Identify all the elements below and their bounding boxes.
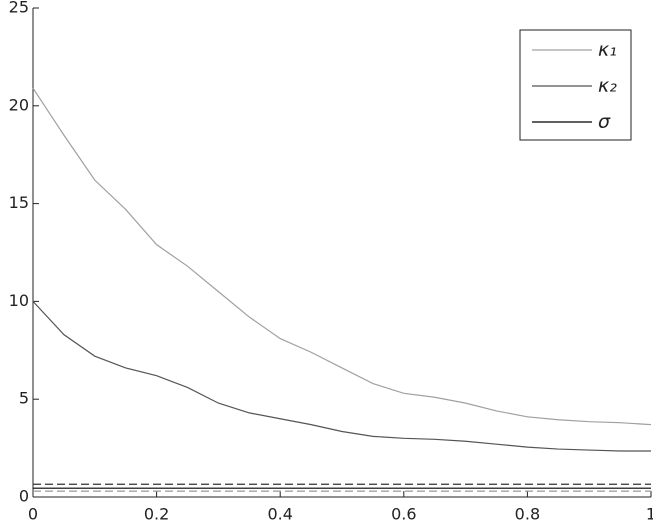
series-line <box>32 87 652 426</box>
legend-label: κ₂ <box>598 75 617 97</box>
y-tick-label: 25 <box>9 0 29 17</box>
x-tick-label: 0.6 <box>391 505 416 524</box>
series-line <box>32 300 651 452</box>
y-tick-label: 5 <box>19 389 29 408</box>
x-tick-label: 0 <box>28 505 38 524</box>
y-tick-label: 20 <box>9 95 29 114</box>
legend-label: κ₁ <box>598 39 617 61</box>
y-tick-label: 15 <box>9 193 29 212</box>
x-tick-label: 0.8 <box>515 505 540 524</box>
x-tick-label: 0.4 <box>267 505 292 524</box>
x-tick-label: 1 <box>646 505 653 524</box>
y-tick-label: 10 <box>9 291 29 310</box>
x-tick-label: 0.2 <box>144 505 169 524</box>
legend-label: σ <box>598 111 611 133</box>
y-tick-label: 0 <box>19 487 29 506</box>
